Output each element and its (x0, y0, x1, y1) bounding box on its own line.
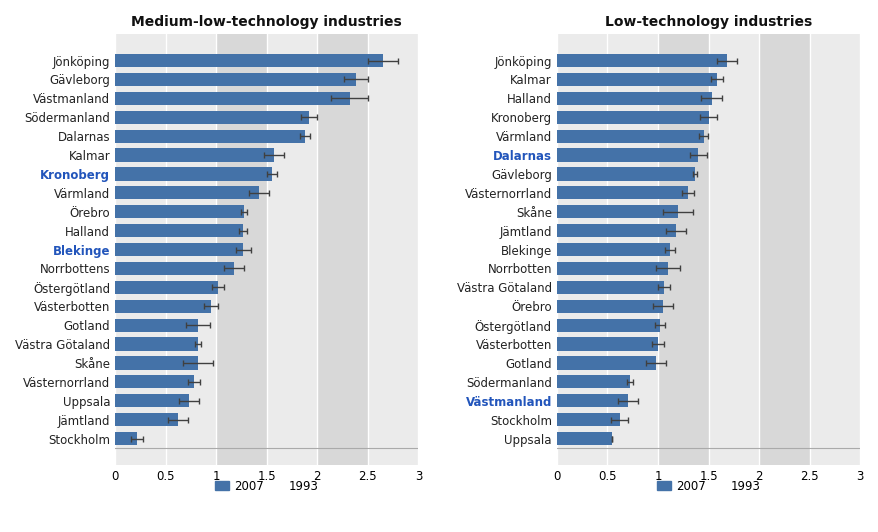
Bar (115, 186, 258, 200)
Bar (557, 300, 662, 313)
Bar (317, 35, 368, 465)
Bar (557, 432, 612, 445)
Bar (557, 319, 659, 332)
Bar (557, 394, 627, 408)
Bar (115, 73, 356, 86)
Bar (115, 281, 218, 294)
Bar (809, 35, 860, 465)
Bar (115, 148, 273, 162)
Bar (115, 54, 383, 67)
Bar (115, 243, 243, 256)
Bar (216, 35, 266, 465)
Bar (115, 300, 211, 313)
Bar (115, 394, 189, 408)
Legend: 2007, 1993: 2007, 1993 (651, 475, 764, 497)
Bar (658, 35, 708, 465)
Bar (557, 337, 658, 351)
Bar (266, 35, 317, 465)
Legend: 2007, 1993: 2007, 1993 (210, 475, 323, 497)
Bar (557, 281, 663, 294)
Bar (759, 35, 809, 465)
Bar (557, 129, 702, 143)
Bar (557, 205, 678, 218)
Title: Medium-low-technology industries: Medium-low-technology industries (131, 15, 401, 29)
Bar (368, 35, 418, 465)
Bar (115, 337, 198, 351)
Bar (708, 35, 759, 465)
Bar (115, 35, 165, 465)
Bar (115, 92, 349, 105)
Bar (557, 186, 687, 200)
Bar (115, 111, 309, 124)
Bar (115, 432, 137, 445)
Bar (557, 224, 675, 237)
Bar (115, 129, 305, 143)
Bar (557, 243, 669, 256)
Bar (557, 262, 667, 275)
Bar (557, 413, 619, 426)
Bar (557, 375, 629, 388)
Bar (115, 356, 198, 370)
Bar (115, 262, 234, 275)
Bar (557, 73, 716, 86)
Bar (557, 148, 698, 162)
Title: Low-technology industries: Low-technology industries (604, 15, 811, 29)
Bar (115, 168, 271, 180)
Bar (115, 205, 244, 218)
Bar (115, 319, 198, 332)
Bar (557, 54, 726, 67)
Bar (115, 413, 177, 426)
Bar (557, 356, 655, 370)
Bar (557, 111, 708, 124)
Bar (557, 35, 607, 465)
Bar (165, 35, 216, 465)
Bar (557, 168, 694, 180)
Bar (607, 35, 658, 465)
Bar (557, 92, 711, 105)
Bar (115, 375, 194, 388)
Bar (115, 224, 243, 237)
